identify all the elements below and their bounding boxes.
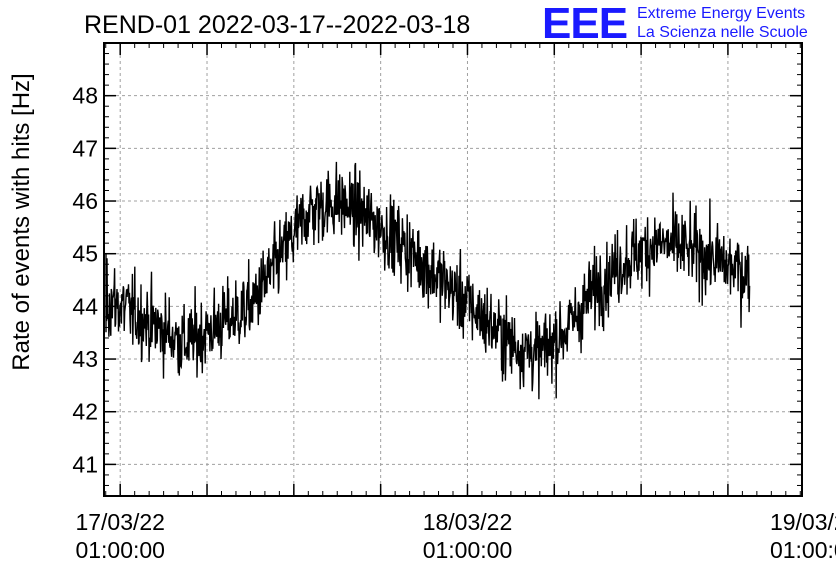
y-tick-label: 44 [72,293,98,319]
axis-ticks [104,43,802,497]
x-tick-label-time: 01:00:00 [75,537,165,563]
plot-area [104,43,802,496]
chart-title: REND-01 2022-03-17--2022-03-18 [84,11,471,39]
x-tick-label-date: 17/03/22 [75,509,165,535]
y-axis-label: Rate of events with hits [Hz] [8,73,35,370]
x-tick-label-date: 19/03/22 [770,509,836,535]
x-tick-label-time: 01:00:00 [770,537,836,563]
eee-logo: EEE [542,0,628,48]
y-tick-label: 42 [72,399,98,425]
rate-series-line [105,161,751,400]
y-tick-label: 47 [72,135,98,161]
logo-line-2: La Scienza nelle Scuole [637,24,808,41]
logo-caption: Extreme Energy Events La Scienza nelle S… [637,4,808,42]
x-tick-label-time: 01:00:00 [423,537,513,563]
y-tick-label: 41 [72,451,98,477]
y-tick-label: 48 [72,83,98,109]
y-tick-label: 45 [72,241,98,267]
y-tick-label: 43 [72,346,98,372]
y-tick-label: 46 [72,188,98,214]
data-series [105,161,751,400]
logo-line-1: Extreme Energy Events [637,5,806,22]
x-tick-label-date: 18/03/22 [423,509,513,535]
tick-labels: 414243444546474817/03/2201:00:0018/03/22… [72,83,836,563]
